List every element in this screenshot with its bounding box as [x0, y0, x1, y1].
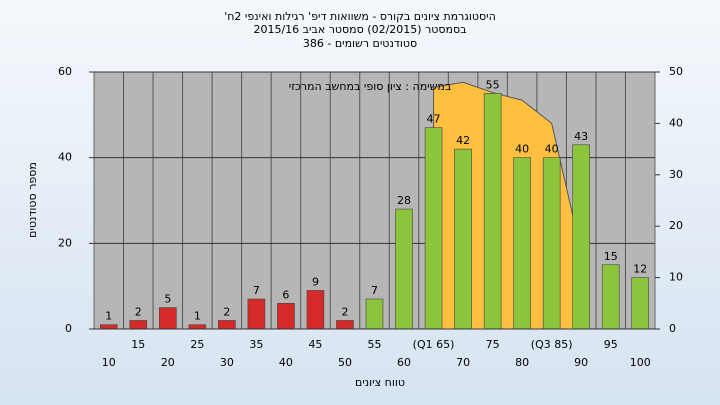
x-tick-label: 40 — [279, 356, 293, 369]
bar — [601, 264, 620, 330]
annotation: במשימה : ציון סופי במחשב המרכזי — [289, 80, 452, 93]
bar — [395, 208, 413, 330]
x-tick-label: 90 — [574, 356, 588, 369]
x-tick-label: 75 — [486, 338, 500, 351]
value-label: 2 — [341, 305, 348, 318]
x-tick-label: 95 — [604, 338, 618, 351]
x-tick-label: 10 — [102, 356, 116, 369]
bar — [631, 277, 650, 330]
value-label: 12 — [633, 263, 647, 276]
value-label: 7 — [253, 284, 260, 297]
x-tick-label: 55 — [368, 338, 382, 351]
y2-tick-label: 20 — [669, 219, 683, 232]
x-axis-title: טווח ציונים — [355, 376, 405, 389]
y2-tick-label: 0 — [669, 322, 676, 335]
y-tick-label: 60 — [58, 65, 72, 78]
x-tick-label: 45 — [308, 338, 322, 351]
bar — [306, 290, 325, 330]
y-tick-label: 0 — [65, 322, 72, 335]
bar — [129, 320, 148, 330]
title-line: סטודנטים רשומים - 386 — [303, 37, 417, 50]
bar — [159, 307, 177, 330]
value-label: 1 — [194, 310, 201, 323]
y-tick-label: 40 — [58, 151, 72, 164]
y2-tick-label: 30 — [669, 168, 683, 181]
y2-tick-label: 40 — [669, 116, 683, 129]
bar — [424, 127, 443, 330]
y2-tick-label: 10 — [669, 271, 683, 284]
value-label: 7 — [371, 284, 378, 297]
x-tick-label: 20 — [161, 356, 175, 369]
x-tick-label: 35 — [249, 338, 263, 351]
bar — [188, 324, 207, 330]
value-label: 9 — [312, 275, 319, 288]
value-label: 28 — [397, 194, 411, 207]
title-line: היסטוגרמת ציונים בקורס - משוואות דיפ' רג… — [224, 10, 496, 23]
x-tick-label: (Q1 65) — [413, 338, 455, 351]
value-label: 1 — [105, 310, 112, 323]
bar — [513, 157, 531, 330]
x-tick-label: (Q3 85) — [531, 338, 573, 351]
value-label: 5 — [164, 293, 171, 306]
value-label: 47 — [427, 113, 441, 126]
bar — [247, 298, 266, 330]
value-label: 55 — [486, 78, 500, 91]
bar — [277, 302, 295, 330]
y-tick-label: 20 — [58, 236, 72, 249]
bar — [336, 320, 354, 330]
y2-tick-label: 50 — [669, 65, 683, 78]
x-tick-label: 100 — [630, 356, 651, 369]
x-tick-label: 70 — [456, 356, 470, 369]
value-label: 6 — [282, 288, 289, 301]
value-label: 43 — [574, 130, 588, 143]
x-tick-label: 50 — [338, 356, 352, 369]
x-tick-label: 15 — [131, 338, 145, 351]
x-tick-label: 80 — [515, 356, 529, 369]
bar — [454, 148, 472, 330]
x-tick-label: 30 — [220, 356, 234, 369]
bar — [542, 157, 561, 330]
title-line: בסמסטר (02/2015) סמסטר אביב 2015/16 — [253, 23, 466, 36]
bar — [483, 93, 502, 330]
value-label: 40 — [515, 143, 529, 156]
value-label: 42 — [456, 134, 470, 147]
bar — [572, 144, 590, 330]
bar — [365, 298, 384, 330]
value-label: 2 — [135, 305, 142, 318]
bar — [99, 324, 118, 330]
y-axis-title: מספר סטודנטים — [26, 162, 39, 238]
x-tick-label: 60 — [397, 356, 411, 369]
value-label: 2 — [223, 305, 230, 318]
x-tick-label: 25 — [190, 338, 204, 351]
value-label: 40 — [545, 143, 559, 156]
value-label: 15 — [604, 250, 618, 263]
bar — [218, 320, 236, 330]
